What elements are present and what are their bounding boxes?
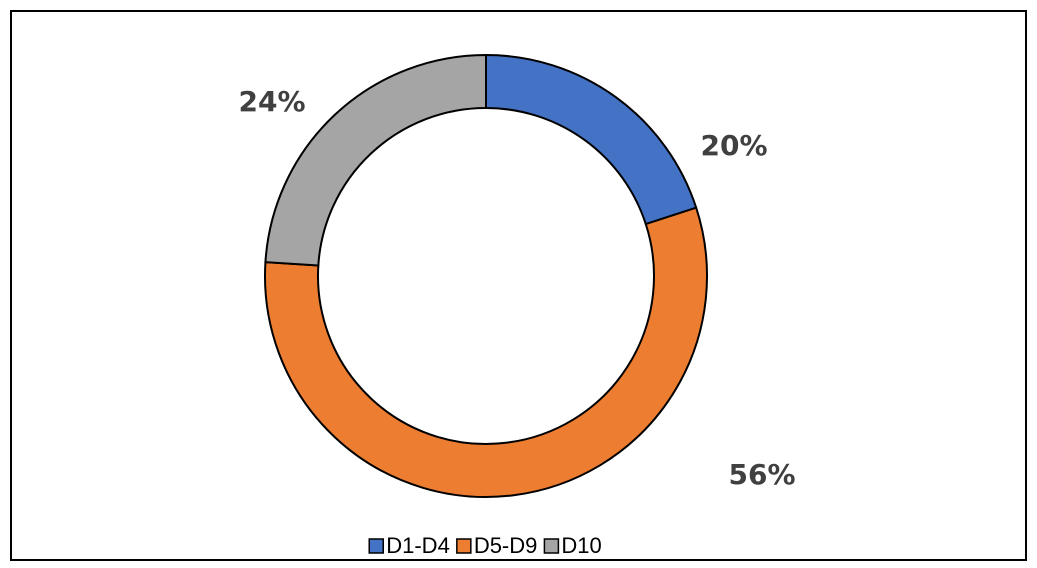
legend-label: D5-D9 [474, 533, 538, 558]
legend-swatch [456, 538, 472, 554]
data-label: 20% [700, 129, 767, 162]
data-label: 24% [238, 85, 305, 118]
donut-segment [264, 53, 487, 267]
donut-segment [264, 206, 708, 498]
data-label: 56% [728, 458, 795, 491]
legend-label: D1-D4 [386, 533, 450, 558]
legend-label: D10 [561, 533, 601, 558]
legend-swatch [543, 538, 560, 554]
legend-swatch [368, 538, 384, 554]
